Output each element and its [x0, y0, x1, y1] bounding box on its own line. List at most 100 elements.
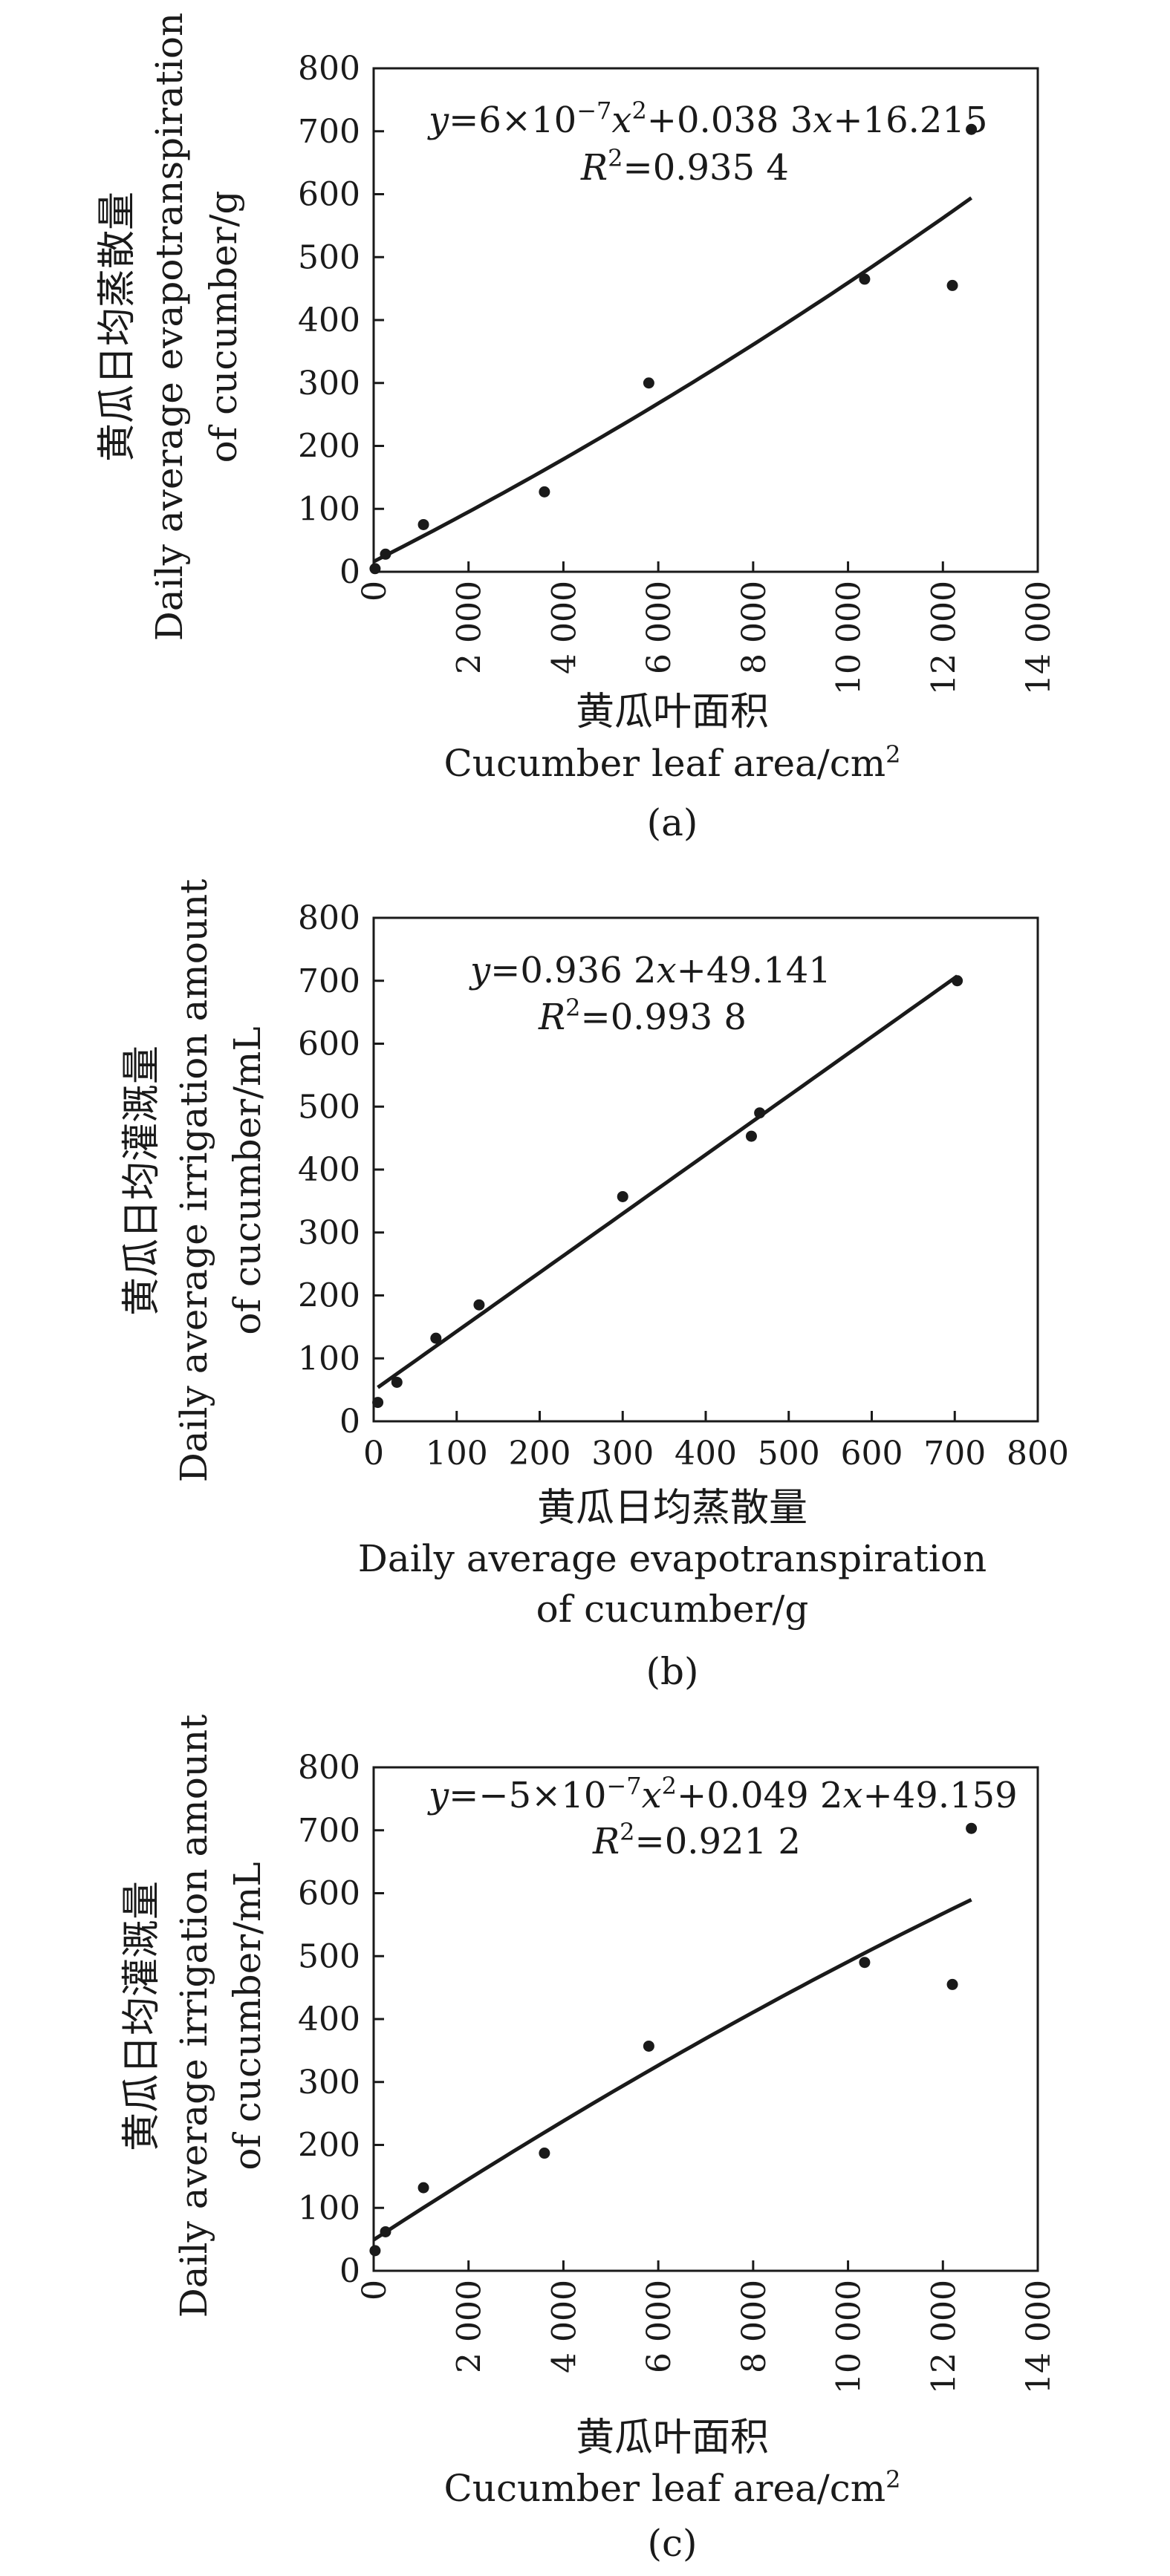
- eq-y: y: [427, 100, 449, 141]
- x-axis-title-cn: 黄瓜叶面积: [576, 2416, 769, 2460]
- x-axis-title-cn: 黄瓜叶面积: [576, 690, 769, 734]
- r-exponent: 2: [608, 144, 623, 172]
- eq-exponent: −7: [606, 1772, 641, 1800]
- x-axis-title: Cucumber leaf area/cm2: [444, 740, 901, 785]
- fit-line: [374, 198, 972, 562]
- plot-frame: [374, 68, 1038, 572]
- r-exponent: 2: [565, 994, 580, 1022]
- data-point: [859, 1957, 870, 1968]
- y-tick-label: 700: [298, 962, 360, 1000]
- eq-x: x: [611, 100, 631, 141]
- x-tick-label: 4 000: [545, 581, 583, 674]
- x-tick-label: 10 000: [831, 581, 868, 695]
- data-point: [473, 1300, 484, 1311]
- y-tick-label: 500: [298, 238, 360, 276]
- panel-label: (c): [647, 2522, 697, 2565]
- data-point: [369, 2245, 380, 2256]
- r-value: =0.935 4: [623, 147, 789, 189]
- data-point: [380, 549, 391, 560]
- x-tick-label: 8 000: [735, 2280, 773, 2373]
- data-point: [372, 1397, 383, 1408]
- x-tick-label: 200: [509, 1435, 571, 1473]
- data-point: [380, 2226, 391, 2237]
- data-point: [539, 486, 550, 498]
- x-tick-label: 8 000: [735, 581, 773, 674]
- x-axis-title-sup: 2: [885, 740, 900, 769]
- y-axis-title-cn: 黄瓜日均灌溉量: [120, 1881, 164, 2151]
- panel-b: 01002003004005006007008000 100 200 300 400 50…: [120, 879, 1069, 1693]
- y-axis-title: Daily average irrigation amount: [172, 1715, 215, 2318]
- y-tick-label: 300: [298, 1214, 360, 1252]
- data-point: [746, 1131, 757, 1142]
- fit-equation: y=6×10−7x2+0.038 3x+16.215: [427, 97, 987, 141]
- y-tick-label: 300: [298, 365, 360, 402]
- y-tick-label: 400: [298, 301, 360, 339]
- y-tick-label: 500: [298, 1937, 360, 1975]
- eq-y: y: [469, 950, 491, 991]
- data-point: [859, 273, 870, 284]
- y-axis-title: Daily average irrigation amount: [172, 879, 215, 1483]
- eq-part: =0.936 2: [490, 950, 656, 991]
- x-tick-label: 500: [758, 1435, 820, 1473]
- y-tick-label: 400: [298, 2001, 360, 2038]
- x-axis-title-sup: 2: [885, 2465, 900, 2494]
- x-tick-label: 100: [426, 1435, 488, 1473]
- x-tick-label: 600: [841, 1435, 903, 1473]
- x-tick-label: 12 000: [925, 581, 963, 695]
- r-squared: R2=0.935 4: [580, 144, 789, 189]
- y-tick-label: 400: [298, 1151, 360, 1189]
- data-point: [418, 2182, 429, 2194]
- x-tick-label: 4 000: [545, 2280, 583, 2373]
- x-axis-title: Cucumber leaf area/cm2: [444, 2465, 901, 2510]
- x-tick-label: 800: [1007, 1435, 1069, 1473]
- data-point: [430, 1333, 441, 1344]
- fit-equation: y=0.936 2x+49.141: [469, 950, 831, 991]
- y-axis-title: Daily average evapotranspiration: [148, 13, 191, 641]
- y-axis-title-line2: of cucumber/g: [202, 191, 245, 463]
- x-tick-label: 300: [591, 1435, 654, 1473]
- r-value: =0.921 2: [635, 1821, 801, 1862]
- data-point: [617, 1191, 628, 1202]
- eq-part: +0.049 2: [677, 1775, 842, 1816]
- x-tick-label: 14 000: [1020, 581, 1058, 695]
- eq-exponent: 2: [662, 1772, 677, 1800]
- y-tick-label: 800: [298, 1749, 360, 1787]
- y-tick-label: 100: [298, 2189, 360, 2227]
- eq-exponent: −7: [576, 97, 611, 125]
- x-tick-label: 0: [363, 1435, 384, 1473]
- x-axis-title-cn: 黄瓜日均蒸散量: [537, 1486, 807, 1530]
- y-tick-label: 600: [298, 176, 360, 214]
- x-tick-label: 6 000: [640, 2280, 678, 2373]
- panel-c: 01002003004005006007008000 2 000 4 000 6 00…: [120, 1715, 1058, 2565]
- y-tick-label: 800: [298, 50, 360, 88]
- x-tick-label: 2 000: [451, 2280, 489, 2373]
- data-point: [947, 280, 958, 291]
- data-point: [643, 2041, 654, 2052]
- data-point: [391, 1377, 403, 1388]
- data-point: [643, 377, 654, 388]
- x-tick-label: 10 000: [831, 2280, 868, 2394]
- y-axis-title-cn: 黄瓜日均蒸散量: [95, 192, 140, 462]
- r-squared: R2=0.993 8: [538, 994, 747, 1038]
- eq-part: +0.038 3: [647, 100, 813, 141]
- y-axis-title-cn: 黄瓜日均灌溉量: [120, 1046, 164, 1316]
- eq-x: x: [813, 100, 833, 141]
- x-tick-label: 700: [923, 1435, 986, 1473]
- eq-exponent: 2: [631, 97, 646, 125]
- y-tick-label: 800: [298, 899, 360, 937]
- eq-part: =−5×10: [449, 1775, 606, 1816]
- panel-label: (b): [646, 1650, 698, 1693]
- eq-part: +49.159: [863, 1775, 1018, 1816]
- y-axis-title-line2: of cucumber/mL: [226, 1862, 269, 2170]
- x-axis-title-line2: of cucumber/g: [536, 1588, 809, 1631]
- y-tick-label: 100: [298, 490, 360, 528]
- panel-label: (a): [647, 801, 698, 844]
- eq-x: x: [642, 1775, 662, 1816]
- x-axis-title: Daily average evapotranspiration: [358, 1537, 987, 1580]
- data-point: [947, 1979, 958, 1990]
- panel-a: 0 100 200 300 400 500 600 700 800 0 2 000 4 000 6 00…: [95, 13, 1058, 844]
- x-tick-label: 0: [356, 2280, 394, 2301]
- eq-x: x: [842, 1775, 862, 1816]
- figure: 0 100 200 300 400 500 600 700 800 0 2 000 4 000 6 00…: [0, 0, 1170, 2576]
- y-tick-label: 500: [298, 1088, 360, 1126]
